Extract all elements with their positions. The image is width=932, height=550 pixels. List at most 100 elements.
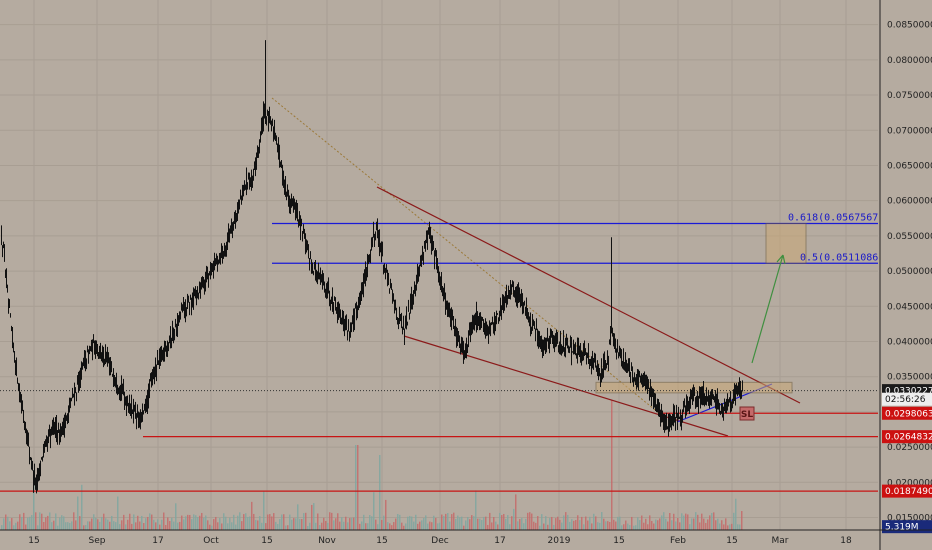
volume-bar xyxy=(135,522,137,530)
dotted-trend-line[interactable] xyxy=(271,97,666,419)
volume-bar xyxy=(17,521,19,530)
volume-bar xyxy=(359,523,361,530)
volume-bar xyxy=(221,523,223,530)
volume-bar xyxy=(649,515,651,530)
volume-bar xyxy=(455,518,457,530)
volume-bar xyxy=(167,517,169,530)
volume-bar xyxy=(251,501,253,530)
volume-bar xyxy=(739,524,741,530)
volume-bar xyxy=(705,522,707,530)
volume-bar xyxy=(133,514,135,530)
volume-bar xyxy=(5,514,7,530)
volume-bar xyxy=(603,518,605,530)
volume-bar xyxy=(527,512,529,530)
volume-bar xyxy=(339,521,341,530)
volume-bar xyxy=(713,512,715,530)
volume-bar xyxy=(53,520,55,530)
volume-bar xyxy=(667,521,669,530)
volume-bar xyxy=(111,515,113,530)
volume-bar xyxy=(329,512,331,530)
volume-bar xyxy=(281,514,283,530)
volume-bar xyxy=(345,516,347,530)
volume-bar xyxy=(631,516,633,530)
volume-bar xyxy=(611,400,613,530)
volume-bar xyxy=(413,521,415,530)
volume-bar xyxy=(3,518,5,530)
time-axis[interactable]: 15 Sep 17 Oct 15 Nov 15 Dec 17 2019 15 Feb 15 Mar 18 xyxy=(0,529,932,550)
volume-bar xyxy=(337,513,339,530)
volume-bar xyxy=(607,521,609,530)
volume-bar xyxy=(269,514,271,530)
volume-bar xyxy=(443,515,445,530)
volume-bar xyxy=(71,521,73,530)
target-zone[interactable] xyxy=(765,223,807,264)
volume-bar xyxy=(431,522,433,530)
annotations[interactable]: 0.618(0.05675679) 0.5(0.05110869) SL xyxy=(739,213,890,421)
volume-bar xyxy=(209,524,211,530)
volume-bar xyxy=(253,513,255,530)
volume-bar xyxy=(677,517,679,530)
time-tick-label: Oct xyxy=(203,536,219,546)
price-tag[interactable] xyxy=(882,392,932,406)
volume-bar xyxy=(151,514,153,530)
volume-bar xyxy=(143,523,145,530)
volume-bar xyxy=(19,514,21,530)
volume-bar xyxy=(609,522,611,530)
volume-bar xyxy=(495,521,497,530)
price-tag[interactable] xyxy=(882,430,932,444)
volume-bar xyxy=(481,519,483,530)
volume-bar xyxy=(45,517,47,530)
volume-bar xyxy=(207,520,209,530)
volume-bar xyxy=(153,519,155,530)
volume-bar xyxy=(313,503,315,530)
volume-bar xyxy=(703,518,705,530)
price-axis[interactable]: 0.08500000 0.08000000 0.07500000 0.07000000… xyxy=(878,0,932,550)
volume-bar xyxy=(279,519,281,530)
volume-bar xyxy=(663,512,665,530)
price-tag-label: 5.319M xyxy=(885,523,919,533)
volume-bar xyxy=(587,520,589,530)
volume-bar xyxy=(655,519,657,530)
price-tag[interactable] xyxy=(882,484,932,498)
volume-bar xyxy=(613,519,615,530)
volume-bar xyxy=(641,515,643,530)
volume-bar xyxy=(373,492,375,530)
volume-bar xyxy=(225,516,227,530)
volume-bar xyxy=(335,518,337,530)
volume-bar xyxy=(357,445,359,530)
volume-bar xyxy=(121,520,123,530)
volume-bar xyxy=(595,516,597,530)
volume-bar xyxy=(379,455,381,530)
volume-bar xyxy=(685,513,687,530)
volume-bar xyxy=(309,522,311,530)
price-tag[interactable] xyxy=(882,406,932,420)
volume-bar xyxy=(529,512,531,530)
volume-bar xyxy=(457,515,459,530)
volume-bar xyxy=(305,512,307,530)
fib-level-label: 0.5(0.05110869) xyxy=(800,252,890,263)
volume-bar xyxy=(697,514,699,530)
volume-bar xyxy=(405,523,407,530)
volume-bar xyxy=(725,518,727,530)
volume-bar xyxy=(27,517,29,530)
candlestick-series[interactable] xyxy=(1,40,743,494)
volume-bar xyxy=(707,519,709,530)
volume-bars xyxy=(1,400,743,530)
sl-tag[interactable] xyxy=(739,406,755,421)
volume-bar xyxy=(417,523,419,530)
volume-bar xyxy=(177,522,179,530)
projection-arrow[interactable] xyxy=(751,254,784,364)
volume-bar xyxy=(321,522,323,530)
volume-bar xyxy=(131,523,133,530)
volume-bar xyxy=(601,512,603,530)
volume-bar xyxy=(237,515,239,530)
volume-bar xyxy=(65,522,67,530)
volume-bar xyxy=(259,516,261,530)
volume-bar xyxy=(307,525,309,530)
volume-bar xyxy=(1,525,3,530)
volume-bar xyxy=(555,518,557,530)
volume-bar xyxy=(513,508,515,530)
volume-bar xyxy=(485,516,487,530)
